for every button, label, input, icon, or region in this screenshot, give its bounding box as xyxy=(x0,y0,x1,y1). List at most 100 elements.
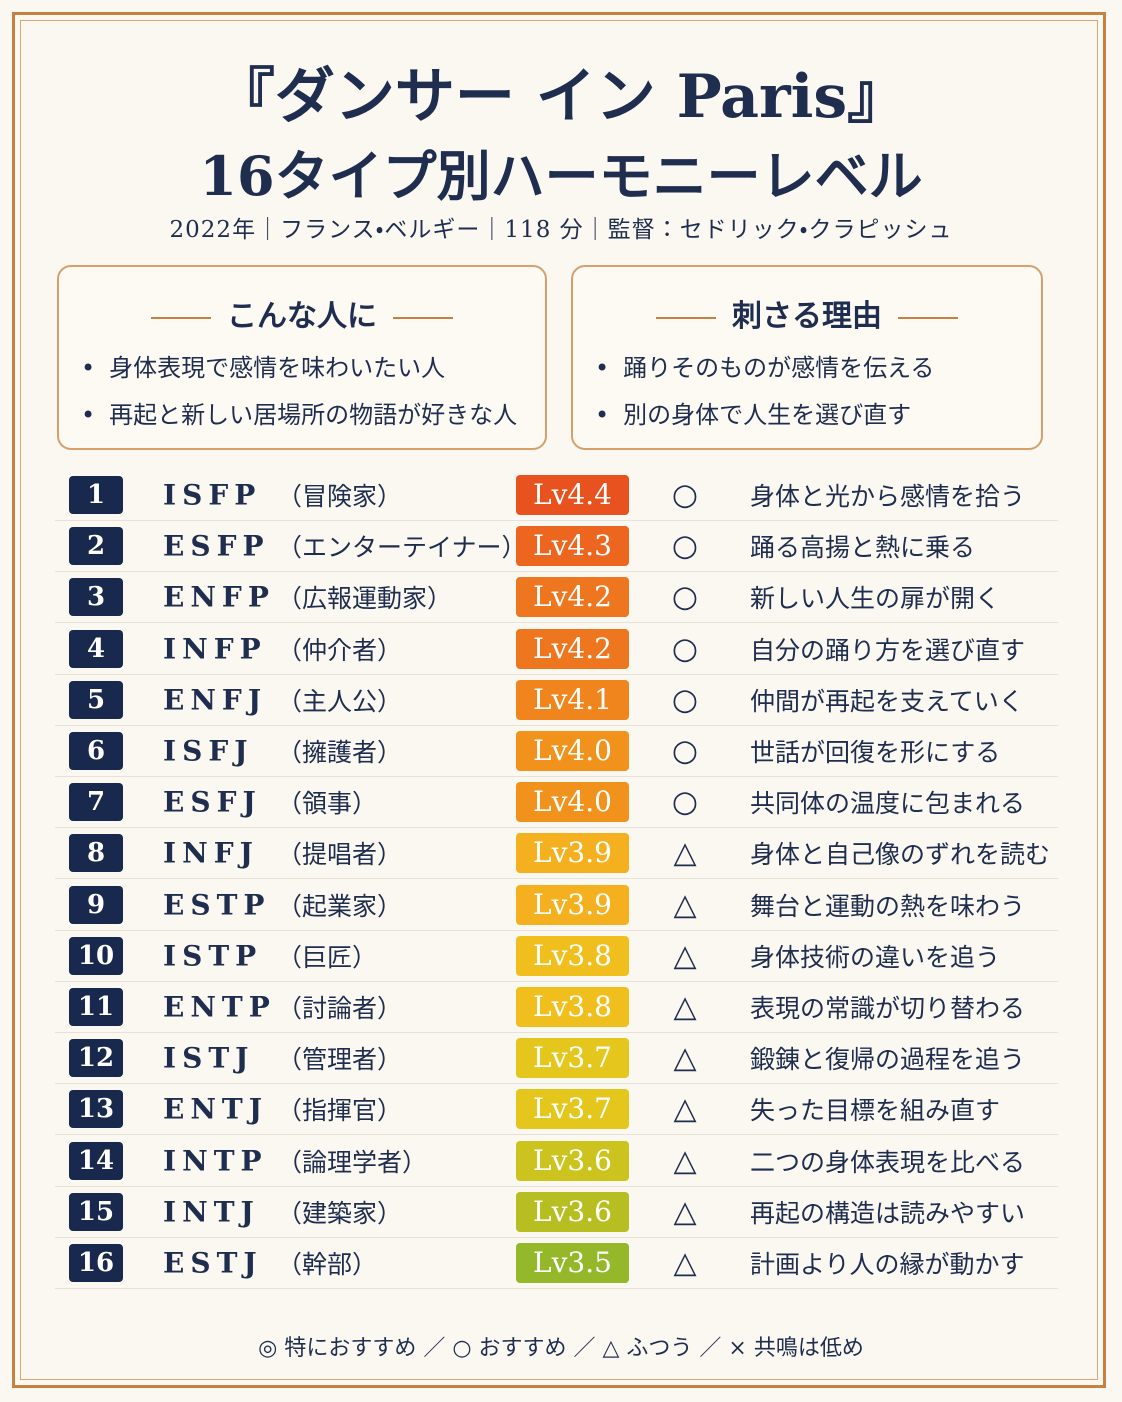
comment: 身体と光から感情を拾う xyxy=(750,482,1026,511)
comment: 計画より人の縁が動かす xyxy=(750,1250,1025,1279)
rank: 2 xyxy=(69,527,123,566)
meta: 2022年｜フランス・ベルギー｜118 分｜監督：セドリック・クラピッシュ xyxy=(169,217,953,243)
type: INFP xyxy=(163,632,267,666)
rank: 6 xyxy=(69,732,123,770)
level-badge: Lv3.6 xyxy=(516,1191,629,1232)
mark: △ xyxy=(673,1040,697,1076)
type: ENFP xyxy=(163,580,275,614)
role: （論理学者） xyxy=(277,1147,428,1177)
rank: 12 xyxy=(69,1039,123,1078)
rank: 4 xyxy=(69,629,123,668)
table-row: 8 INFJ （提唱者） Lv3.9 △ 身体と自己像のずれを読む xyxy=(55,828,1058,880)
table-row: 16 ESTJ （幹部） Lv3.5 △ 計画より人の縁が動かす xyxy=(55,1238,1058,1289)
comment: 表現の常識が切り替わる xyxy=(750,994,1026,1023)
mark: △ xyxy=(673,1091,697,1127)
box-heading: こんな人に xyxy=(59,291,545,335)
bullet: 踊りそのものが感情を伝える xyxy=(595,345,934,392)
rank: 3 xyxy=(69,578,123,617)
type: ISTP xyxy=(163,939,263,973)
box-heading: 刺さる理由 xyxy=(573,291,1041,335)
bullet-list: 身体表現で感情を味わいたい人 再起と新しい居場所の物語が好きな人 xyxy=(81,345,517,439)
table-row: 3 ENFP （広報運動家） Lv4.2 ○ 新しい人生の扉が開く xyxy=(55,572,1058,624)
type: ESTJ xyxy=(163,1246,263,1280)
box: 刺さる理由 踊りそのものが感情を伝える 別の身体で人生を選び直す xyxy=(571,265,1043,450)
bullet: 再起と新しい居場所の物語が好きな人 xyxy=(81,392,517,439)
mark: ○ xyxy=(671,528,699,564)
level-badge: Lv4.1 xyxy=(516,679,629,720)
comment: 仲間が再起を支えていく xyxy=(750,686,1024,716)
type: ISFP xyxy=(163,478,262,512)
legend: ◎ 特におすすめ ／ ○ おすすめ ／ △ ふつう ／ × 共鳴は低め xyxy=(258,1336,864,1361)
role: （エンターテイナー） xyxy=(277,533,527,563)
level-badge: Lv3.8 xyxy=(516,935,629,976)
box: こんな人に 身体表現で感情を味わいたい人 再起と新しい居場所の物語が好きな人 xyxy=(57,265,547,450)
mark: △ xyxy=(673,887,697,923)
role: （冒険家） xyxy=(277,482,403,511)
frame-inner xyxy=(20,20,1098,1380)
level-badge: Lv4.3 xyxy=(516,526,629,567)
mark: ○ xyxy=(671,682,699,718)
role: （指揮官） xyxy=(277,1096,403,1126)
level-badge: Lv4.4 xyxy=(516,475,629,515)
level-badge: Lv3.6 xyxy=(516,1140,629,1181)
comment: 二つの身体表現を比べる xyxy=(750,1147,1026,1177)
role: （討論者） xyxy=(277,994,403,1023)
type: INFJ xyxy=(163,836,259,870)
mark: △ xyxy=(673,835,697,871)
bullet: 身体表現で感情を味わいたい人 xyxy=(81,345,517,392)
mark: △ xyxy=(673,1245,697,1281)
role: （仲介者） xyxy=(277,635,403,665)
table-row: 1 ISFP （冒険家） Lv4.4 ○ 身体と光から感情を拾う xyxy=(55,470,1058,521)
title: 『ダンサー イン Paris』 xyxy=(214,62,908,132)
type: ESFP xyxy=(163,529,270,563)
mark: △ xyxy=(673,1194,697,1230)
level-badge: Lv3.9 xyxy=(516,884,629,925)
type: ISFJ xyxy=(163,734,254,768)
rank: 7 xyxy=(69,783,123,822)
level-badge: Lv3.8 xyxy=(516,987,629,1027)
type: INTP xyxy=(163,1144,268,1178)
rank: 15 xyxy=(69,1192,123,1231)
comment: 踊る高揚と熱に乗る xyxy=(750,533,976,563)
type: ENTP xyxy=(163,990,276,1024)
table-row: 9 ESTP （起業家） Lv3.9 △ 舞台と運動の熱を味わう xyxy=(55,880,1058,931)
comment: 身体と自己像のずれを読む xyxy=(750,840,1051,870)
rank: 13 xyxy=(69,1090,123,1129)
role: （提唱者） xyxy=(277,840,403,870)
role: （幹部） xyxy=(277,1250,378,1279)
role: （建築家） xyxy=(277,1198,403,1228)
comment: 世話が回復を形にする xyxy=(750,738,1001,767)
role: （起業家） xyxy=(277,891,403,921)
level-badge: Lv3.7 xyxy=(516,1038,629,1079)
level-badge: Lv4.2 xyxy=(516,628,629,669)
level-badge: Lv4.0 xyxy=(516,731,629,771)
table-row: 2 ESFP （エンターテイナー） Lv4.3 ○ 踊る高揚と熱に乗る xyxy=(55,521,1058,573)
comment: 再起の構造は読みやすい xyxy=(750,1198,1026,1228)
table-row: 6 ISFJ （擁護者） Lv4.0 ○ 世話が回復を形にする xyxy=(55,726,1058,777)
role: （広報運動家） xyxy=(277,584,453,614)
type: ESTP xyxy=(163,888,271,922)
mark: ○ xyxy=(671,477,699,513)
rank: 9 xyxy=(69,885,123,924)
type: INTJ xyxy=(163,1195,260,1229)
role: （領事） xyxy=(277,789,378,819)
mark: ○ xyxy=(671,733,699,769)
table-row: 12 ISTJ （管理者） Lv3.7 △ 鍛錬と復帰の過程を追う xyxy=(55,1033,1058,1085)
level-badge: Lv4.0 xyxy=(516,782,629,823)
frame xyxy=(12,12,1106,1388)
type: ISTJ xyxy=(163,1041,255,1075)
table-row: 14 INTP （論理学者） Lv3.6 △ 二つの身体表現を比べる xyxy=(55,1136,1058,1187)
role: （主人公） xyxy=(277,686,403,716)
table-row: 5 ENFJ （主人公） Lv4.1 ○ 仲間が再起を支えていく xyxy=(55,675,1058,726)
rank: 5 xyxy=(69,680,123,719)
role: （擁護者） xyxy=(277,738,403,767)
table-row: 11 ENTP （討論者） Lv3.8 △ 表現の常識が切り替わる xyxy=(55,982,1058,1033)
comment: 失った目標を組み直す xyxy=(750,1096,1001,1126)
rank: 10 xyxy=(69,936,123,975)
comment: 舞台と運動の熱を味わう xyxy=(750,891,1026,921)
comment: 鍛錬と復帰の過程を追う xyxy=(750,1045,1026,1075)
table-row: 13 ENTJ （指揮官） Lv3.7 △ 失った目標を組み直す xyxy=(55,1084,1058,1136)
comment: 新しい人生の扉が開く xyxy=(750,584,1001,614)
subtitle: 16タイプ別ハーモニーレベル xyxy=(199,144,923,208)
